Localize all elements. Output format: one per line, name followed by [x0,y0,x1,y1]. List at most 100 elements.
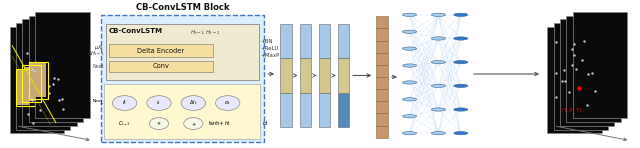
Point [590,89,600,92]
Point [550,71,561,74]
Bar [29,16,83,122]
Text: $H_t$: $H_t$ [224,119,231,128]
Point [564,91,574,94]
Point [44,92,54,94]
Bar [17,70,34,105]
Point [52,77,63,80]
Bar [109,44,213,57]
Bar [22,19,77,126]
Bar [104,84,260,139]
Bar [10,27,64,133]
Circle shape [431,84,445,87]
Point [582,73,593,75]
Circle shape [403,98,417,101]
Bar [22,65,41,102]
Point [587,72,597,75]
Text: +BN
+ReLU
+MaxP: +BN +ReLU +MaxP [260,40,280,58]
Bar [280,24,292,58]
Bar [300,58,311,93]
Ellipse shape [113,96,137,110]
Bar [376,77,388,89]
Circle shape [403,115,417,118]
Point [23,113,33,116]
Text: $+$: $+$ [191,120,196,128]
Text: $(T, X, Y)$: $(T, X, Y)$ [561,106,582,115]
Text: tanh+: tanh+ [209,121,225,126]
Point [560,80,570,82]
Bar [573,12,627,118]
Point [557,80,567,82]
Point [22,51,32,54]
Point [573,87,584,90]
Text: $\mu X_t$: $\mu X_t$ [93,43,104,52]
Point [49,76,59,79]
Bar [376,113,388,126]
Circle shape [454,61,468,64]
Bar [319,24,330,58]
Point [29,70,39,72]
Bar [338,93,349,127]
Circle shape [403,64,417,67]
Text: $C_{t-1}$: $C_{t-1}$ [118,119,131,128]
Ellipse shape [181,96,205,110]
Text: CB-ConvLSTM Block: CB-ConvLSTM Block [136,3,230,12]
Point [579,40,589,42]
Bar [29,62,47,99]
Ellipse shape [184,118,203,130]
Point [570,42,580,45]
Circle shape [403,132,417,135]
Point [28,122,38,125]
Bar [547,27,602,133]
Bar [376,28,388,41]
Bar [560,19,614,126]
Text: $o_t$: $o_t$ [224,99,231,107]
Point [577,59,588,61]
Circle shape [403,13,417,16]
Bar [566,16,621,122]
Bar [376,53,388,65]
Text: $H_t$: $H_t$ [262,119,269,128]
Bar [280,58,292,93]
Point [582,104,592,106]
Bar [106,24,259,80]
Bar [24,67,40,101]
Circle shape [431,132,445,135]
Bar [280,93,292,127]
Point [27,68,37,70]
Point [35,109,45,111]
Point [551,41,561,43]
Circle shape [454,13,468,16]
Bar [376,65,388,77]
Bar [319,58,330,93]
Bar [16,69,35,106]
Circle shape [454,37,468,40]
Circle shape [431,108,445,111]
Bar [101,15,264,142]
Text: Conv: Conv [152,63,170,69]
Bar [376,89,388,101]
Circle shape [454,108,468,111]
Ellipse shape [216,96,240,110]
Point [58,108,68,110]
Point [566,64,577,66]
Ellipse shape [149,118,168,130]
Point [57,98,67,100]
Circle shape [431,61,445,64]
Bar [338,24,349,58]
Bar [376,101,388,113]
Bar [376,126,388,138]
Circle shape [403,47,417,50]
Text: $\Delta i_t$: $\Delta i_t$ [189,99,198,107]
Point [48,83,58,85]
Bar [16,23,70,130]
Text: $\times$: $\times$ [156,120,162,127]
Circle shape [403,30,417,33]
Circle shape [431,37,445,40]
Ellipse shape [147,96,171,110]
Bar [30,63,47,97]
Bar [35,12,90,118]
Text: Next
↑: Next ↑ [92,99,102,107]
Circle shape [454,132,468,135]
Bar [319,93,330,127]
Circle shape [431,13,445,16]
